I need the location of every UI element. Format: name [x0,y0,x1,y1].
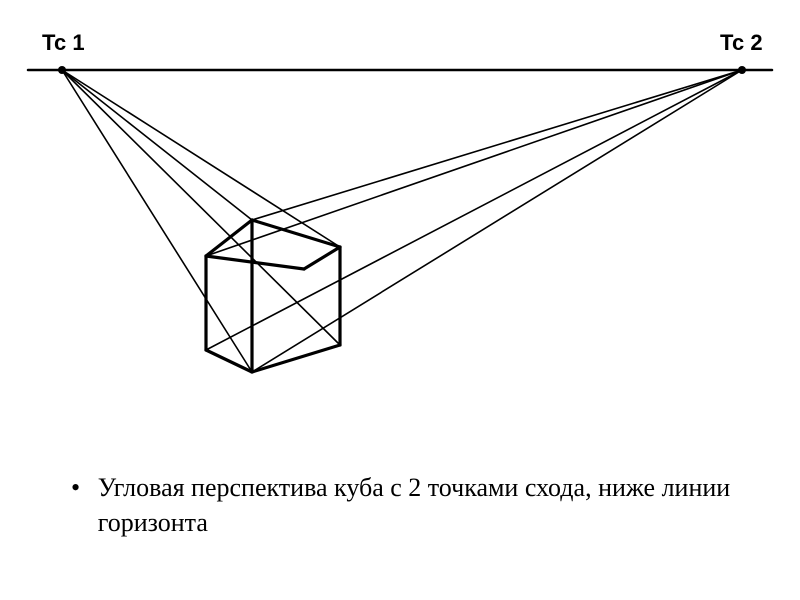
vp2-label: Тс 2 [720,30,763,55]
construction-line [62,70,252,220]
vp1-label: Тс 1 [42,30,85,55]
perspective-svg: Тс 1 Тс 2 [20,10,780,430]
construction-line [252,70,742,372]
caption-text: Угловая перспектива куба с 2 точками схо… [98,470,738,540]
caption-bullet: • [60,470,91,505]
perspective-diagram: Тс 1 Тс 2 [20,10,780,430]
construction-line [62,70,340,345]
cube-edge [304,247,340,269]
construction-line [62,70,340,247]
construction-line [62,70,252,372]
caption: • Угловая перспектива куба с 2 точками с… [60,470,740,540]
cube-edge [252,345,340,372]
construction-line [206,70,742,256]
cube-edge [206,256,304,269]
page: Тс 1 Тс 2 • Угловая перспектива куба с 2 … [0,0,800,600]
